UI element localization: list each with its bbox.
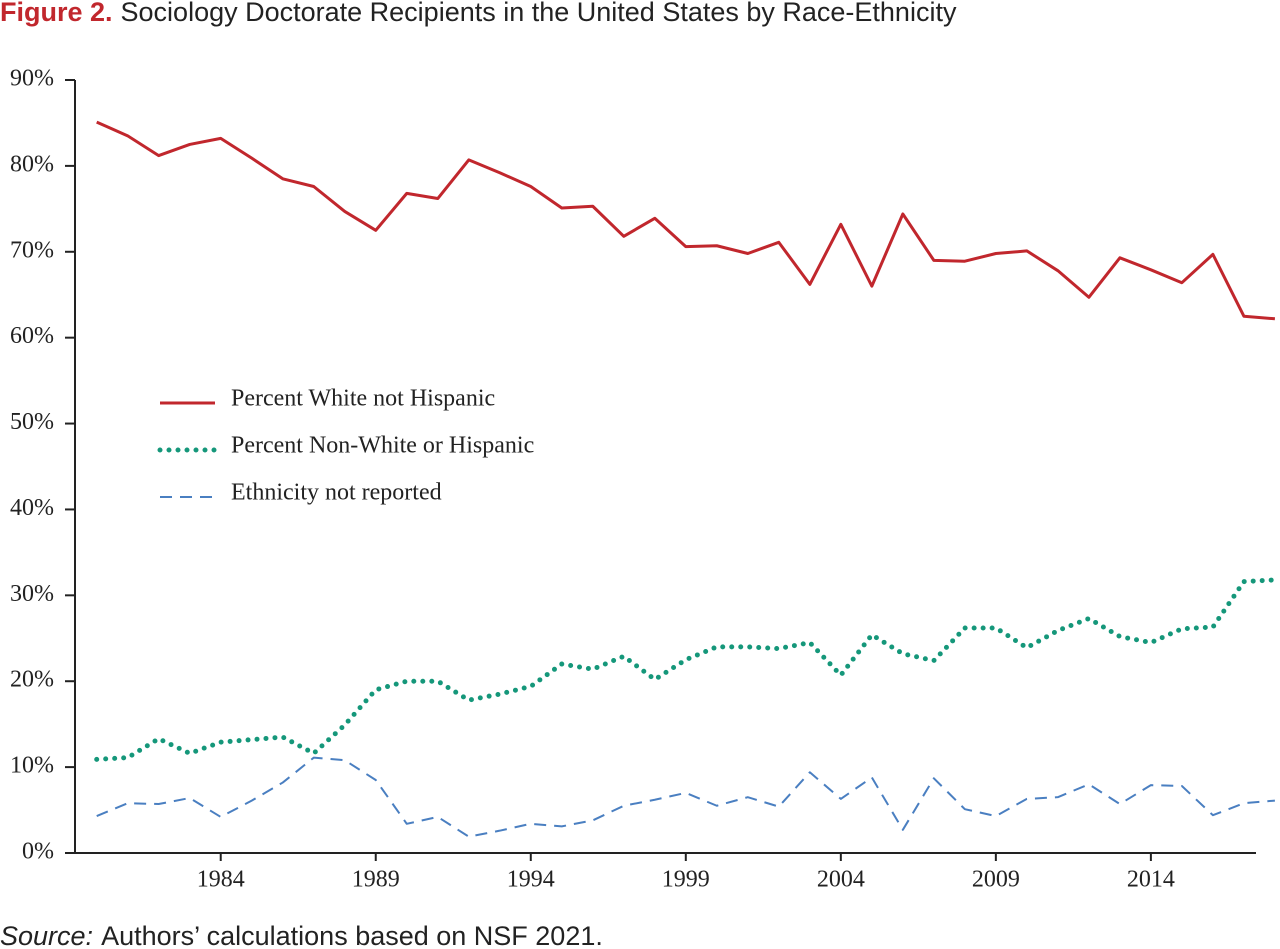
note-label: Source:	[0, 921, 93, 949]
y-tick-label: 0%	[22, 839, 54, 865]
y-tick-label: 10%	[10, 753, 54, 779]
legend-label: Ethnicity not reported	[231, 480, 442, 506]
legend-label: Percent Non-White or Hispanic	[231, 433, 534, 459]
note-text: Authors’ calculations based on NSF 2021.	[101, 921, 603, 949]
source-note: Source: Authors’ calculations based on NS…	[0, 921, 603, 949]
x-tick-label: 1984	[197, 867, 245, 893]
x-tick-label: 1989	[352, 867, 400, 893]
x-tick-label: 1994	[507, 867, 555, 893]
y-tick-label: 70%	[10, 237, 54, 263]
chart-title: Figure 2. Sociology Doctorate Recipients …	[0, 0, 957, 27]
x-tick-label: 2014	[1127, 867, 1175, 893]
x-tick-label: 1999	[662, 867, 710, 893]
title-text: Sociology Doctorate Recipients in the Un…	[121, 0, 957, 27]
y-tick-label: 20%	[10, 667, 54, 693]
legend-label: Percent White not Hispanic	[231, 386, 495, 412]
y-tick-label: 80%	[10, 151, 54, 177]
y-tick-label: 60%	[10, 323, 54, 349]
series-line	[94, 577, 1278, 762]
x-tick-label: 2009	[972, 867, 1020, 893]
y-tick-label: 90%	[10, 66, 54, 92]
series-line	[96, 756, 1275, 838]
x-tick-label: 2004	[817, 867, 865, 893]
y-tick-label: 30%	[10, 581, 54, 607]
series-line	[96, 120, 1276, 321]
y-tick-label: 50%	[10, 409, 54, 435]
figure-label: Figure 2.	[0, 0, 113, 27]
y-tick-label: 40%	[10, 495, 54, 521]
